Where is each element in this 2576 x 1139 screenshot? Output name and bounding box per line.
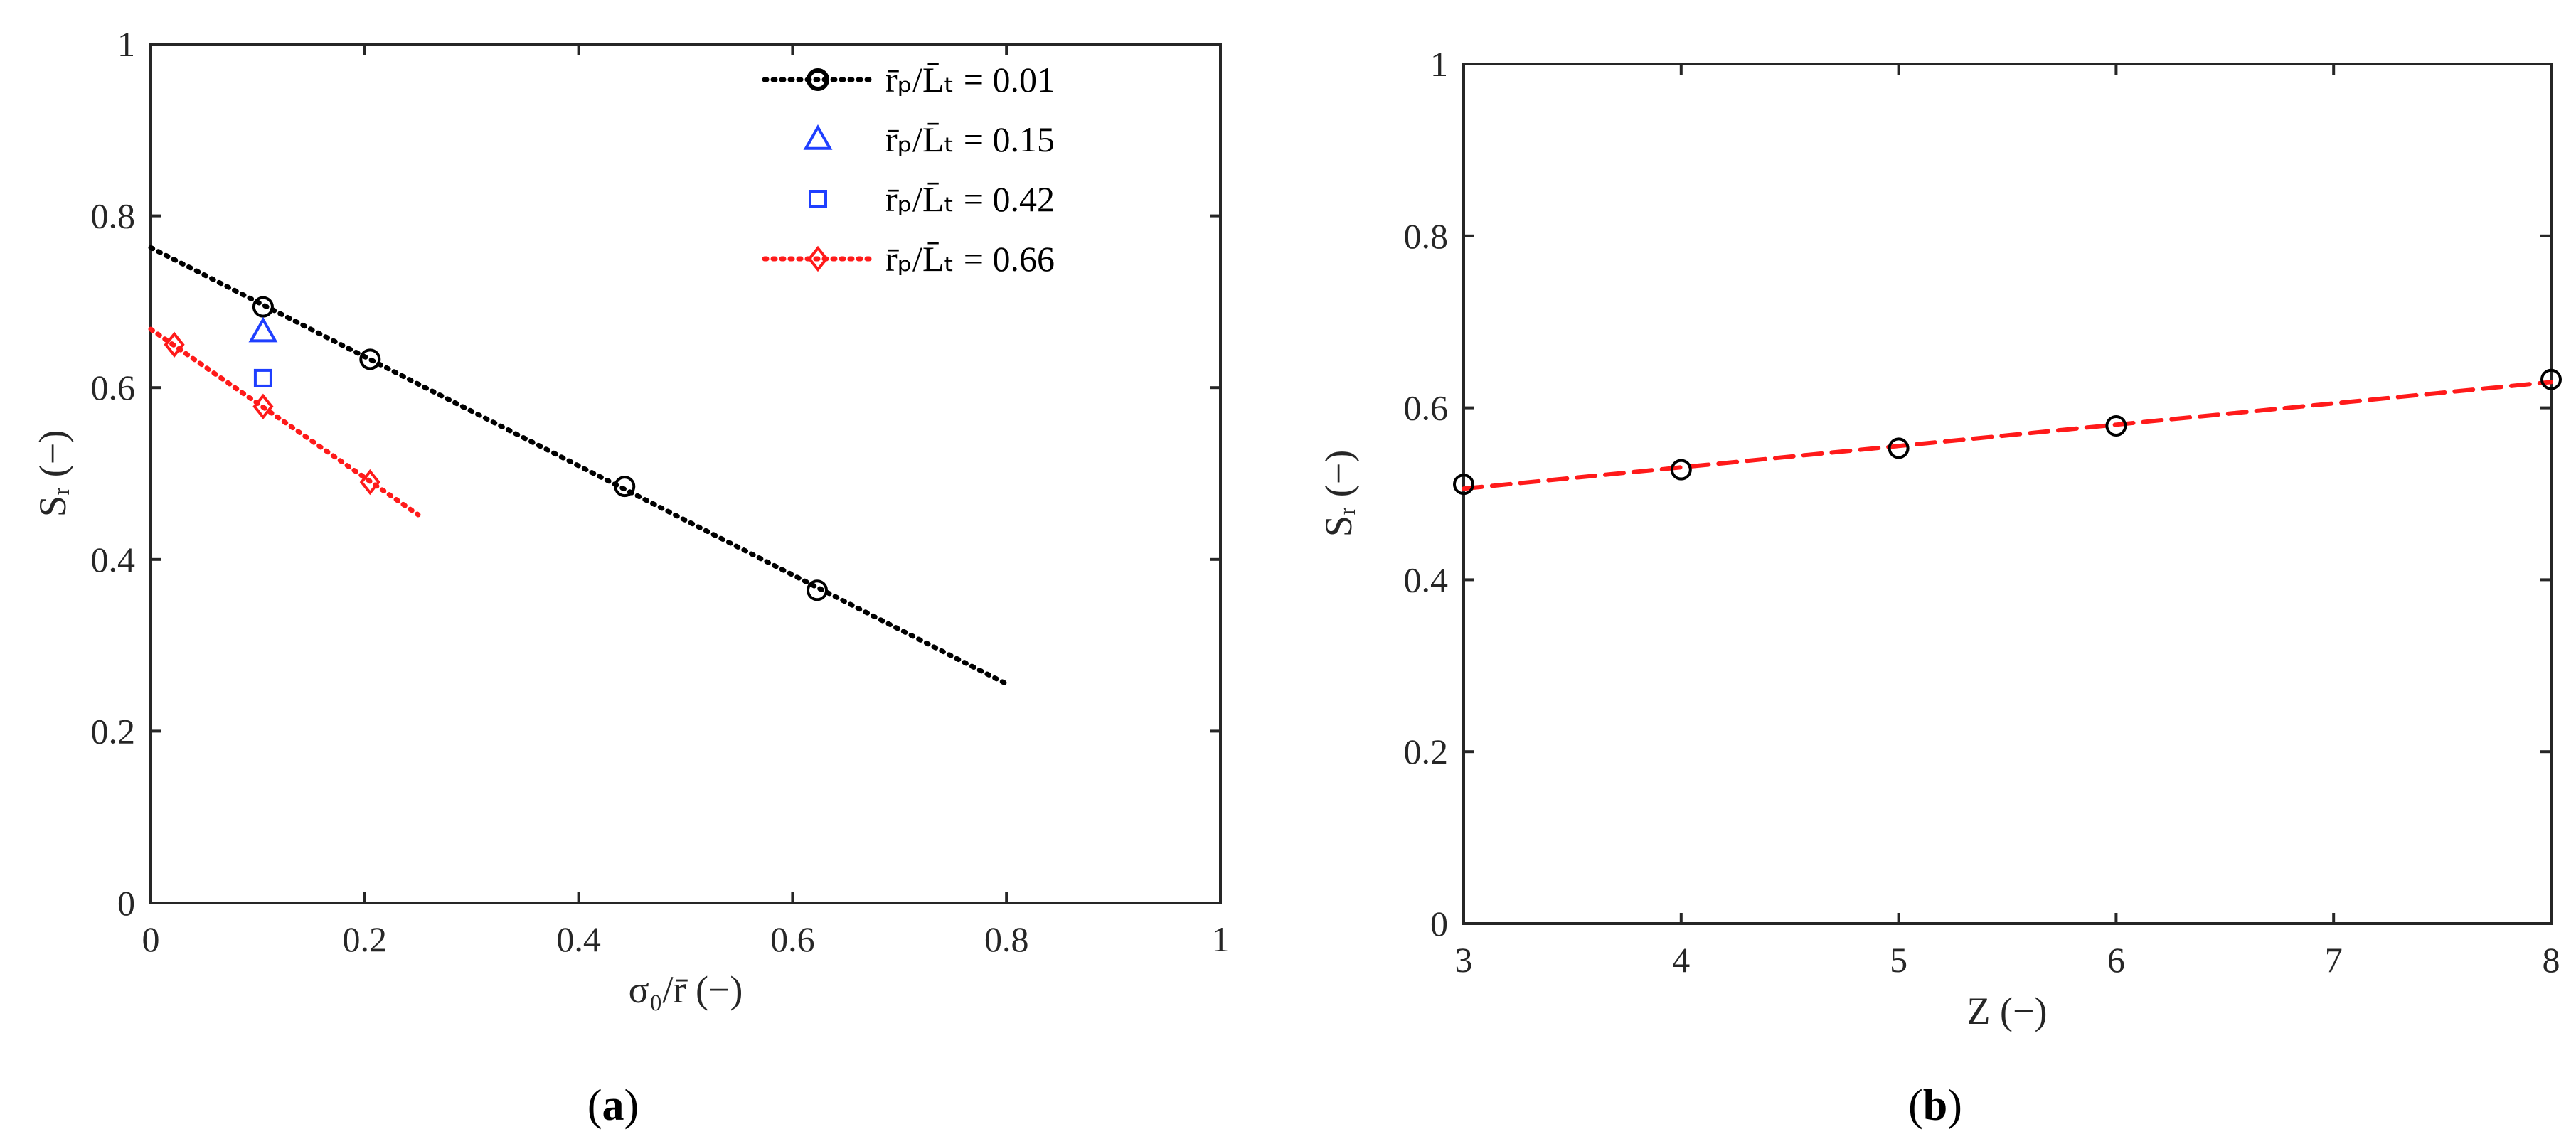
- x-tick-label: 5: [1890, 940, 1907, 980]
- x-tick-label: 8: [2543, 940, 2560, 980]
- legend-label-1: r̄ₚ/L̄ₜ = 0.15: [885, 119, 1055, 159]
- y-tick-label: 0.4: [1404, 560, 1449, 599]
- y-tick-label: 0: [1430, 904, 1448, 943]
- series-2-point-0: [253, 368, 272, 387]
- panel-label-a: (a): [587, 1081, 639, 1130]
- fit-lines-a: [148, 245, 1009, 687]
- legend-marker-2: [809, 190, 827, 208]
- x-axis-label-a: σ₀/r̄ (−): [629, 968, 743, 1011]
- x-ticks-b: 3 4 5 6 7 8: [1455, 64, 2560, 980]
- plot-area-b: [1462, 63, 2553, 925]
- y-axis-label-b: Sᵣ (−): [1317, 450, 1360, 537]
- series-0-fit-line: [148, 245, 1009, 687]
- x-ticks-a: 0 0.2 0.4 0.6 0.8 1: [142, 44, 1230, 959]
- y-tick-label: 0.8: [1404, 216, 1449, 256]
- y-tick-label: 0.6: [91, 368, 136, 407]
- x-tick-label: 3: [1455, 940, 1473, 980]
- series-0-point-1: [359, 348, 381, 370]
- x-tick-label: 0.8: [984, 919, 1029, 959]
- y-tick-label: 1: [1430, 44, 1448, 84]
- chart-panel-b: 3 4 5 6 7 8 0 0.2 0.4 0.6 0.8 1 Z (−) Sᵣ (−) (b): [1317, 44, 2562, 1130]
- x-tick-label: 0: [142, 919, 160, 959]
- series-1-point-0: [248, 316, 278, 343]
- y-tick-label: 0.4: [91, 540, 136, 579]
- series-3-point-2: [359, 469, 380, 496]
- x-tick-label: 0.4: [556, 919, 601, 959]
- series-0-point-1: [1670, 459, 1692, 481]
- data-points-b: [1453, 368, 2562, 496]
- panel-letter-a: a: [602, 1081, 624, 1130]
- y-tick-label: 0.6: [1404, 388, 1449, 428]
- plot-area-a: [149, 43, 1222, 904]
- chart-panel-a: 0 0.2 0.4 0.6 0.8 1 0 0.2 0.4 0.6 0.8 1 r̄ₚ/L̄ₜ = …: [31, 24, 1230, 1130]
- series-1-fit-line: [1462, 380, 2553, 491]
- x-tick-label: 6: [2107, 940, 2125, 980]
- series-3-fit-line: [148, 326, 421, 518]
- fit-lines-b: [1462, 380, 2553, 491]
- y-tick-label: 0.2: [1404, 732, 1449, 771]
- x-tick-label: 0.2: [343, 919, 388, 959]
- x-tick-label: 7: [2325, 940, 2343, 980]
- y-ticks-b: 0 0.2 0.4 0.6 0.8 1: [1404, 44, 2551, 943]
- legend-marker-0: [807, 68, 829, 91]
- legend-a: r̄ₚ/L̄ₜ = 0.01 r̄ₚ/L̄ₜ = 0.15 r̄ₚ/L̄ₜ = 0.…: [762, 60, 1055, 279]
- x-tick-label: 1: [1212, 919, 1230, 959]
- y-tick-label: 0.2: [91, 711, 136, 751]
- panel-label-b: (b): [1908, 1081, 1962, 1130]
- series-3-point-1: [252, 393, 274, 419]
- x-tick-label: 0.6: [770, 919, 815, 959]
- legend-label-2: r̄ₚ/L̄ₜ = 0.42: [885, 179, 1055, 219]
- legend-marker-1: [803, 124, 833, 150]
- series-0-point-2: [1888, 437, 1910, 459]
- legend-marker-3: [807, 245, 829, 272]
- series-3-point-0: [164, 331, 185, 358]
- series-0-point-0: [252, 296, 274, 318]
- series-0-point-2: [614, 476, 636, 498]
- series-0-point-0: [1453, 474, 1474, 496]
- x-tick-label: 4: [1672, 940, 1690, 980]
- y-ticks-a: 0 0.2 0.4 0.6 0.8 1: [91, 24, 1220, 923]
- y-tick-label: 0.8: [91, 196, 136, 236]
- series-0-point-4: [2540, 368, 2562, 390]
- legend-label-0: r̄ₚ/L̄ₜ = 0.01: [885, 60, 1055, 100]
- y-tick-label: 1: [117, 24, 135, 64]
- series-0-point-3: [2105, 415, 2127, 437]
- y-axis-label-a: Sᵣ (−): [31, 430, 74, 517]
- x-axis-label-b: Z (−): [1967, 990, 2048, 1032]
- series-0-point-3: [806, 579, 828, 601]
- y-tick-label: 0: [117, 883, 135, 923]
- panel-letter-b: b: [1923, 1081, 1947, 1130]
- legend-label-3: r̄ₚ/L̄ₜ = 0.66: [885, 239, 1055, 279]
- data-points-a: [164, 296, 828, 601]
